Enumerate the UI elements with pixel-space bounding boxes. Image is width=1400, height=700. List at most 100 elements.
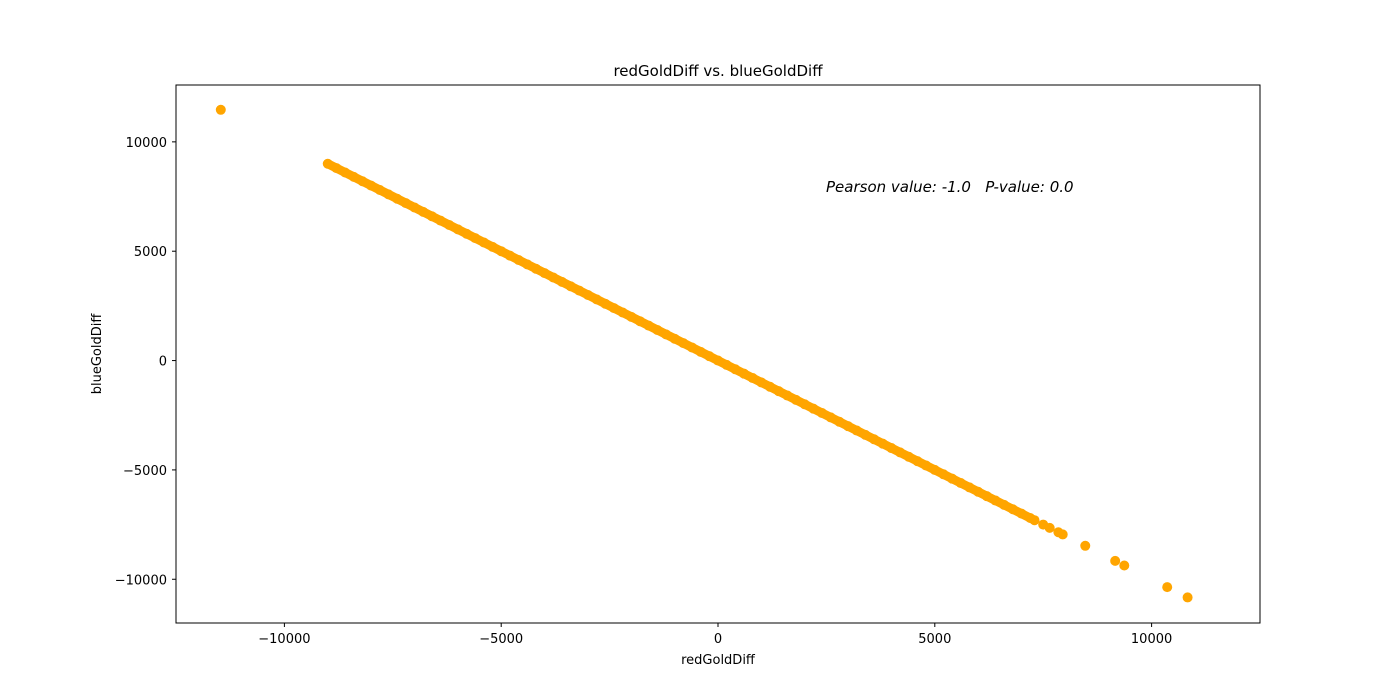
data-point: [903, 451, 914, 462]
data-point: [539, 268, 550, 279]
y-tick-label: 10000: [126, 136, 167, 151]
data-point: [799, 399, 810, 410]
x-tick-label: 10000: [1131, 632, 1172, 647]
data-point: [1119, 560, 1130, 571]
data-point: [383, 189, 394, 200]
data-point: [418, 206, 429, 217]
data-point: [530, 263, 541, 274]
data-point: [522, 259, 533, 270]
data-point: [565, 281, 576, 292]
y-axis-label: blueGoldDiff: [90, 313, 105, 395]
data-point: [912, 456, 923, 467]
data-point: [981, 491, 992, 502]
data-point: [617, 307, 628, 318]
data-point: [886, 443, 897, 454]
data-point: [582, 289, 593, 300]
data-point: [825, 412, 836, 423]
data-point: [929, 464, 940, 475]
data-point: [765, 381, 776, 392]
data-point: [548, 272, 559, 283]
data-point: [392, 193, 403, 204]
data-point: [340, 167, 351, 178]
data-point: [730, 364, 741, 375]
data-point: [808, 403, 819, 414]
data-point: [1182, 592, 1193, 603]
data-point: [1162, 582, 1173, 593]
data-point: [496, 246, 507, 257]
data-point: [782, 390, 793, 401]
data-point: [1110, 555, 1121, 566]
data-point: [461, 228, 472, 239]
data-point: [322, 158, 333, 169]
data-point: [556, 276, 567, 287]
y-tick-label: −10000: [115, 573, 167, 588]
data-point: [947, 473, 958, 484]
data-point: [938, 469, 949, 480]
data-point: [374, 184, 385, 195]
data-point: [955, 478, 966, 489]
y-tick-label: −5000: [123, 464, 167, 479]
data-point: [851, 425, 862, 436]
data-point: [686, 342, 697, 353]
data-point: [877, 438, 888, 449]
data-point: [713, 355, 723, 366]
data-point: [643, 320, 654, 331]
data-point: [704, 351, 715, 362]
data-point: [721, 359, 732, 370]
data-point: [366, 180, 377, 191]
data-point: [331, 163, 342, 174]
data-point: [869, 434, 880, 445]
data-point: [1007, 504, 1018, 515]
data-point: [426, 211, 437, 222]
data-point: [400, 198, 411, 209]
x-tick-label: 5000: [918, 632, 951, 647]
data-point: [669, 333, 680, 344]
data-point: [990, 495, 1001, 506]
data-point: [487, 241, 498, 252]
data-point: [895, 447, 906, 458]
data-point: [626, 311, 637, 322]
data-point: [634, 316, 645, 327]
data-point: [574, 285, 585, 296]
data-point: [921, 460, 932, 471]
data-point: [470, 233, 481, 244]
x-ticks: −10000 −5000 0 5000 10000: [258, 623, 1172, 647]
data-point: [215, 104, 226, 115]
data-point: [739, 368, 750, 379]
data-point: [843, 421, 854, 432]
data-point: [1029, 515, 1040, 526]
data-point: [348, 171, 359, 182]
pearson-annotation: Pearson value: -1.0 P-value: 0.0: [826, 178, 1074, 196]
data-point: [964, 482, 975, 493]
data-point: [973, 486, 984, 497]
x-tick-label: −10000: [258, 632, 310, 647]
data-point: [444, 219, 455, 230]
x-axis-label: redGoldDiff: [681, 653, 756, 668]
data-point: [478, 237, 489, 248]
data-point: [1080, 540, 1091, 551]
data-point: [1016, 508, 1027, 519]
data-point: [695, 346, 706, 357]
data-point: [600, 298, 611, 309]
data-point: [999, 499, 1010, 510]
data-point: [817, 408, 828, 419]
data-point: [678, 338, 689, 349]
data-point: [1044, 522, 1055, 533]
data-point: [435, 215, 446, 226]
y-tick-label: 5000: [134, 245, 167, 260]
data-point: [608, 303, 619, 314]
data-point: [860, 429, 871, 440]
data-point: [504, 250, 515, 261]
data-point: [773, 386, 784, 397]
x-tick-label: 0: [714, 632, 722, 647]
data-point: [409, 202, 420, 213]
data-point: [791, 394, 802, 405]
chart-title: redGoldDiff vs. blueGoldDiff: [613, 62, 823, 80]
data-point: [747, 373, 758, 384]
points-layer: [215, 104, 1193, 603]
y-tick-label: 0: [159, 355, 167, 370]
data-point: [591, 294, 602, 305]
data-point: [652, 324, 663, 335]
y-ticks: −10000 −5000 0 5000 10000: [115, 136, 176, 588]
